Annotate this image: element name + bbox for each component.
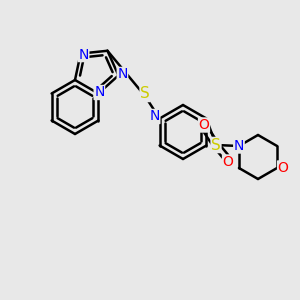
Text: N: N	[149, 110, 160, 124]
Text: N: N	[234, 139, 244, 153]
Text: S: S	[140, 86, 150, 101]
Text: S: S	[211, 137, 221, 152]
Text: N: N	[117, 68, 128, 81]
Text: N: N	[94, 85, 105, 100]
Text: N: N	[78, 48, 89, 62]
Text: O: O	[223, 155, 233, 169]
Text: O: O	[278, 161, 289, 175]
Text: O: O	[199, 118, 209, 132]
